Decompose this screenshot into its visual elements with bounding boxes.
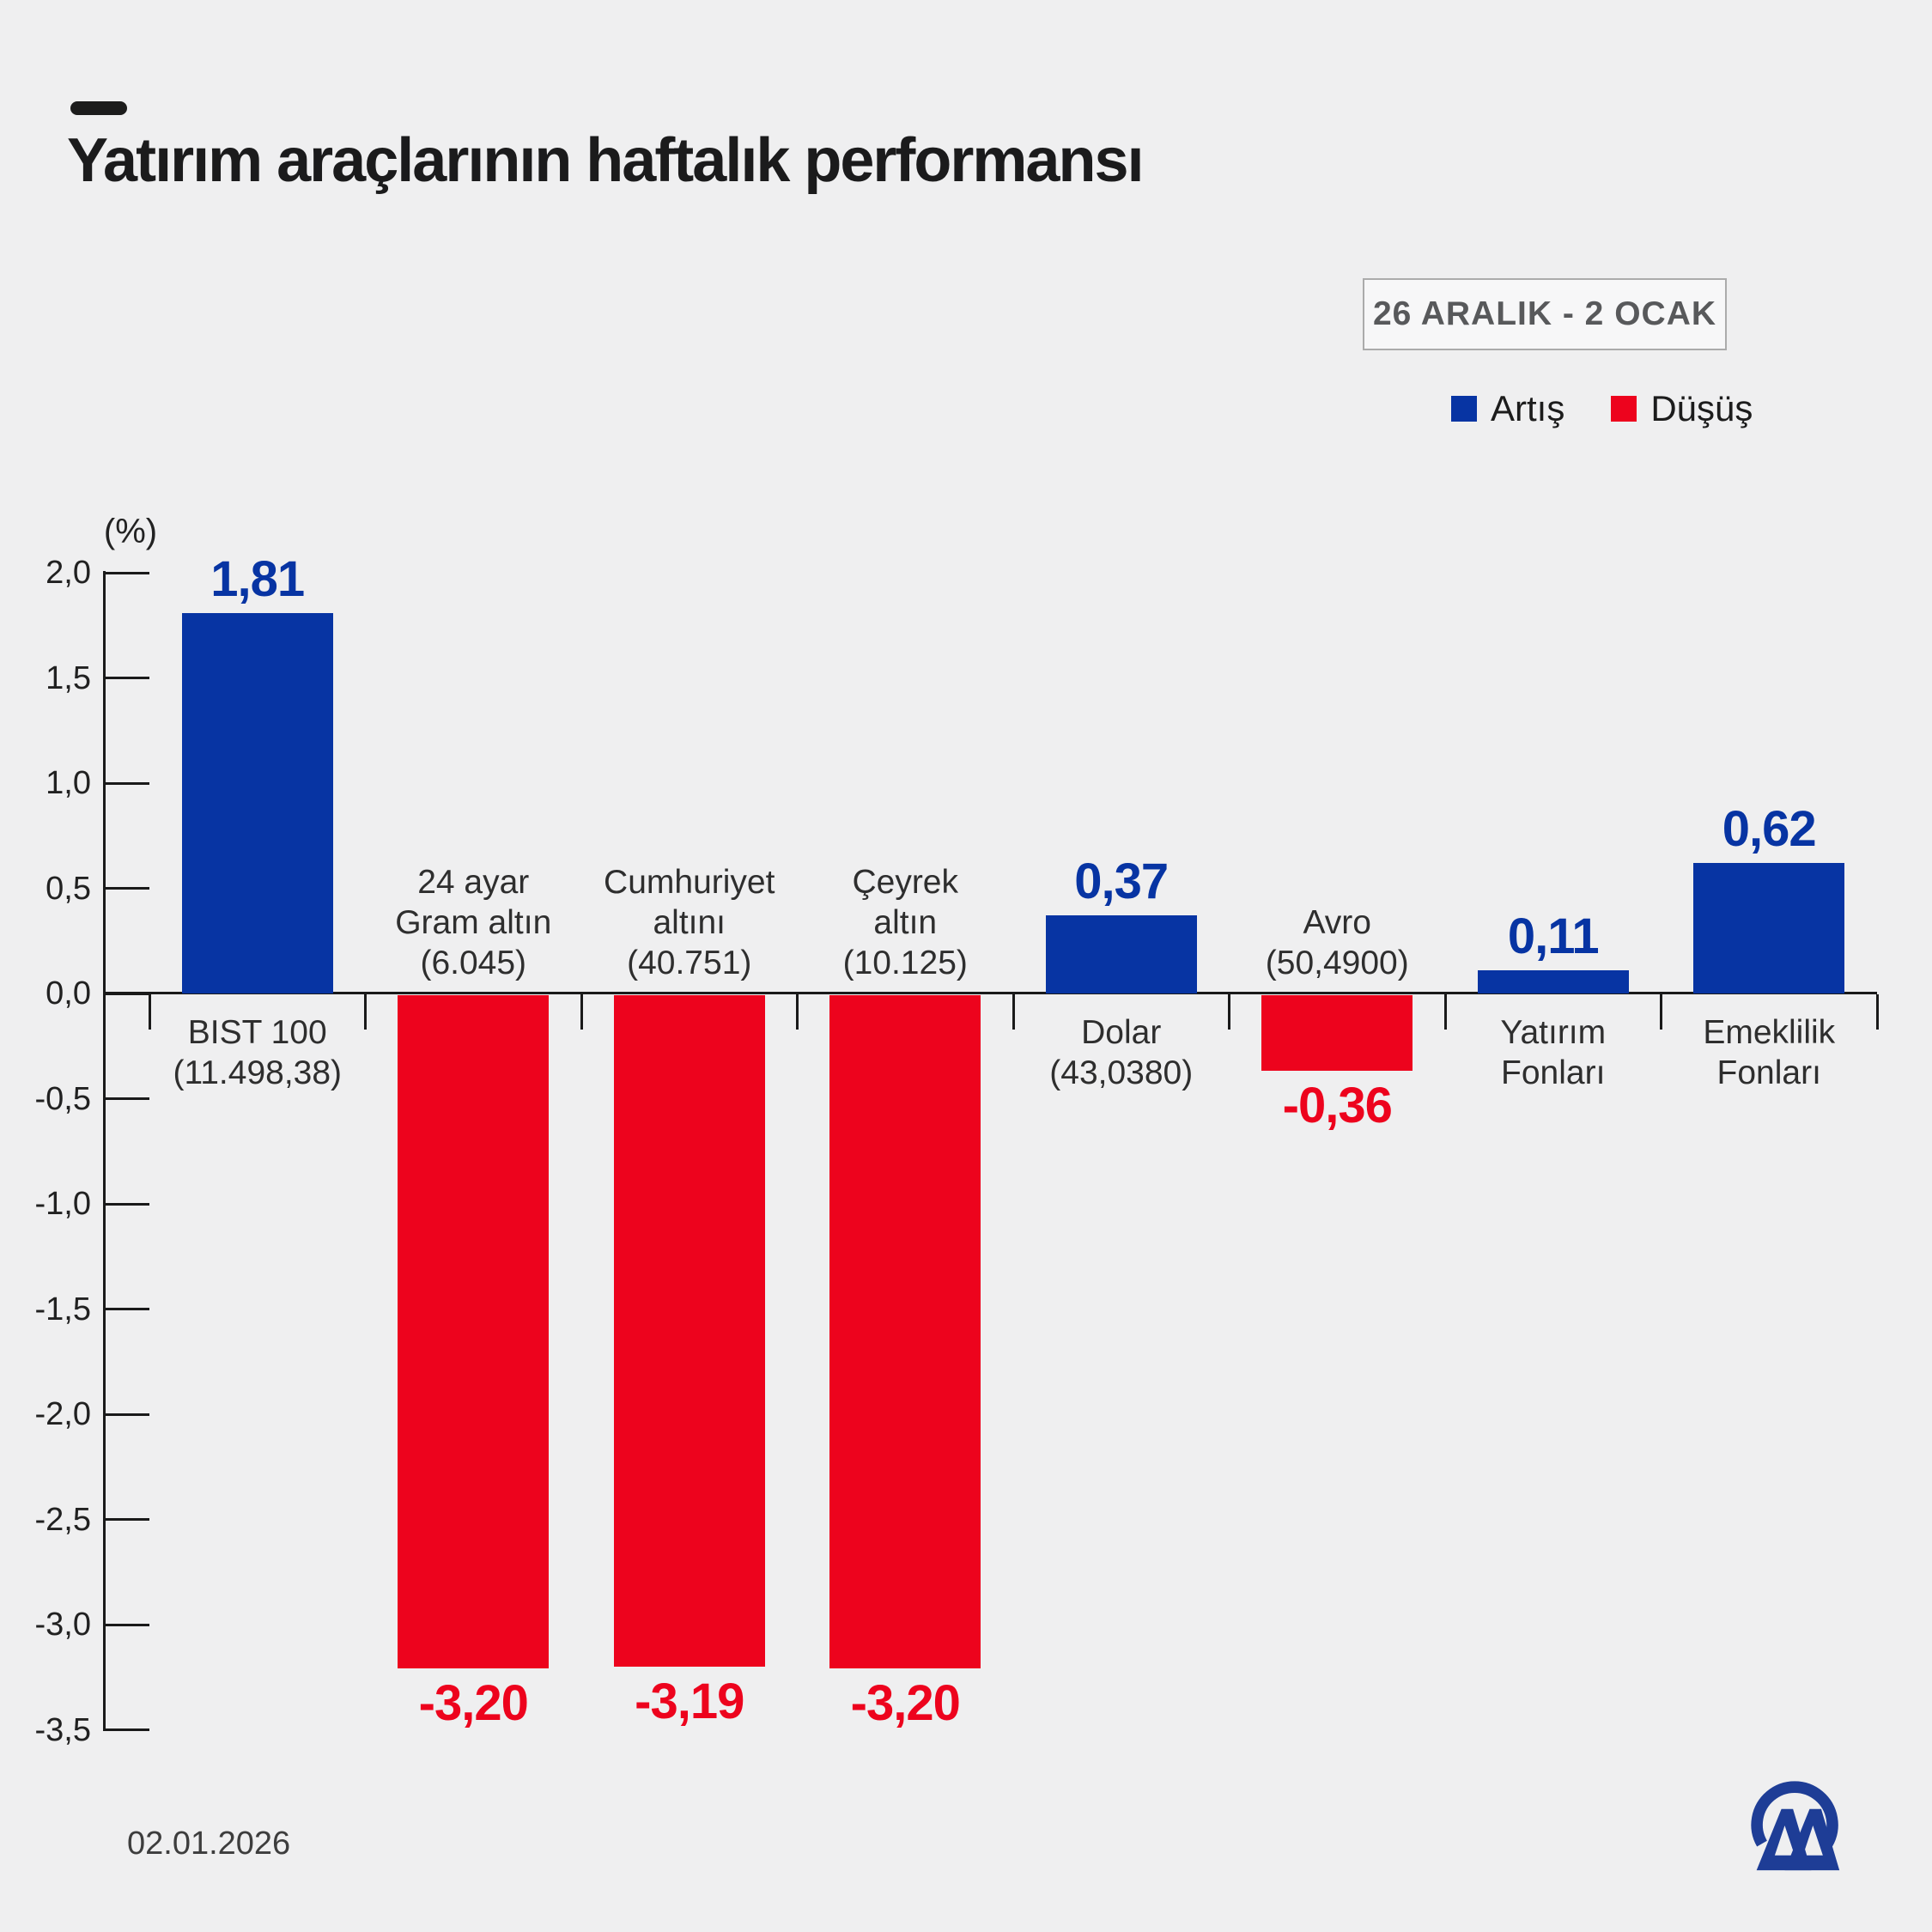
category-label-line: Cumhuriyet	[604, 864, 775, 901]
y-axis-tick	[105, 781, 149, 785]
aa-agency-logo	[1751, 1781, 1840, 1871]
bar-value-label: 0,37	[1074, 854, 1169, 910]
category-label-line: Avro	[1303, 904, 1372, 941]
y-axis-line	[103, 571, 106, 1731]
y-axis-tick-label: 1,0	[46, 765, 91, 801]
footer-date: 02.01.2026	[127, 1826, 291, 1862]
category-label-line: altını	[653, 904, 726, 941]
category-label: Avro (50,4900)	[1217, 902, 1457, 983]
legend-up-label: Artış	[1491, 388, 1565, 428]
y-axis-tick	[105, 1202, 149, 1206]
category-separator-tick	[1228, 994, 1230, 1030]
y-axis-tick	[105, 887, 149, 890]
category-separator-tick	[1443, 994, 1447, 1030]
category-label: Emeklilik Fonları	[1649, 1012, 1889, 1093]
category-label-line: 24 ayar	[417, 864, 530, 901]
bar	[829, 995, 981, 1668]
y-axis-tick-label: 1,5	[46, 659, 91, 696]
bar-value-label: -3,20	[850, 1675, 961, 1731]
y-axis-tick-label: -2,5	[34, 1501, 91, 1538]
bar-value-label: -3,20	[418, 1675, 529, 1731]
category-label-line: BIST 100	[187, 1014, 327, 1051]
category-label-line: (50,4900)	[1265, 945, 1409, 981]
y-axis-tick	[105, 571, 149, 574]
y-axis-tick	[105, 992, 149, 995]
y-axis-tick	[105, 1728, 149, 1731]
y-axis-tick-label: 0,0	[46, 975, 91, 1012]
bar	[1261, 995, 1413, 1072]
title-dash	[70, 101, 127, 115]
category-separator-tick	[364, 994, 367, 1030]
category-separator-tick	[796, 994, 799, 1030]
category-label-line: Dolar	[1081, 1014, 1162, 1051]
category-label-line: Emeklilik	[1703, 1014, 1836, 1051]
bar	[398, 995, 550, 1668]
category-label: Dolar (43,0380)	[1001, 1012, 1242, 1093]
category-label-line: (40.751)	[627, 945, 752, 981]
bar-value-label: -3,19	[635, 1673, 744, 1729]
category-label: 24 ayar Gram altın (6.045)	[353, 862, 593, 983]
legend-down-label: Düşüş	[1650, 388, 1753, 428]
y-axis-tick	[105, 1097, 149, 1100]
category-separator-tick	[580, 994, 583, 1030]
y-axis-tick-label: -1,5	[34, 1291, 91, 1327]
y-axis-tick	[105, 1413, 149, 1416]
y-axis-tick-label: -1,0	[34, 1186, 91, 1222]
category-separator-tick	[1012, 994, 1015, 1030]
category-label-line: Gram altın	[395, 904, 552, 941]
category-label: Yatırım Fonları	[1433, 1012, 1674, 1093]
legend-down-swatch	[1611, 396, 1637, 422]
category-label-line: Fonları	[1501, 1054, 1606, 1091]
y-axis-unit-label: (%)	[103, 513, 158, 550]
logo-ring	[1751, 1781, 1838, 1847]
bar	[181, 612, 333, 993]
page-title: Yatırım araçlarının haftalık performansı	[67, 126, 1145, 195]
bar	[1045, 915, 1197, 993]
category-label-line: Yatırım	[1500, 1014, 1607, 1051]
category-label-line: (43,0380)	[1049, 1054, 1194, 1091]
x-axis-baseline	[103, 992, 1877, 994]
y-axis-tick	[105, 1308, 149, 1310]
category-label-line: (10.125)	[842, 945, 968, 981]
y-axis-tick-label: -0,5	[34, 1080, 91, 1117]
bar	[1477, 970, 1629, 993]
bar-value-label: -0,36	[1282, 1078, 1393, 1134]
y-axis-tick-label: -2,0	[34, 1396, 91, 1432]
y-axis-tick-label: 2,0	[46, 555, 91, 591]
bar-value-label: 0,62	[1722, 801, 1817, 858]
y-axis-tick-label: -3,5	[34, 1711, 91, 1748]
y-axis-tick	[105, 1623, 149, 1626]
category-label-line: (6.045)	[420, 945, 527, 981]
bar-value-label: 0,11	[1507, 908, 1600, 965]
y-axis-tick	[105, 1518, 149, 1521]
y-axis-tick	[105, 677, 149, 679]
category-label: Cumhuriyet altını (40.751)	[569, 862, 810, 983]
bar	[1693, 863, 1845, 993]
category-separator-tick	[1660, 994, 1662, 1030]
category-label: Çeyrek altın (10.125)	[785, 862, 1025, 983]
category-label: BIST 100 (11.498,38)	[137, 1012, 378, 1093]
legend-up-swatch	[1451, 396, 1477, 422]
y-axis-tick-label: -3,0	[34, 1607, 91, 1643]
category-separator-tick	[1875, 994, 1879, 1030]
category-label-line: Çeyrek	[852, 864, 959, 901]
date-range-badge: 26 ARALIK - 2 OCAK	[1363, 278, 1727, 350]
category-label-line: Fonları	[1716, 1054, 1821, 1091]
category-label-line: altın	[873, 904, 938, 941]
date-range-text: 26 ARALIK - 2 OCAK	[1372, 295, 1717, 332]
y-axis-tick-label: 0,5	[46, 870, 91, 907]
category-separator-tick	[148, 994, 151, 1030]
bar-value-label: 1,81	[210, 550, 305, 607]
bar	[613, 995, 765, 1667]
category-label-line: (11.498,38)	[173, 1054, 343, 1091]
legend: Artış Düşüş	[1451, 388, 1753, 429]
